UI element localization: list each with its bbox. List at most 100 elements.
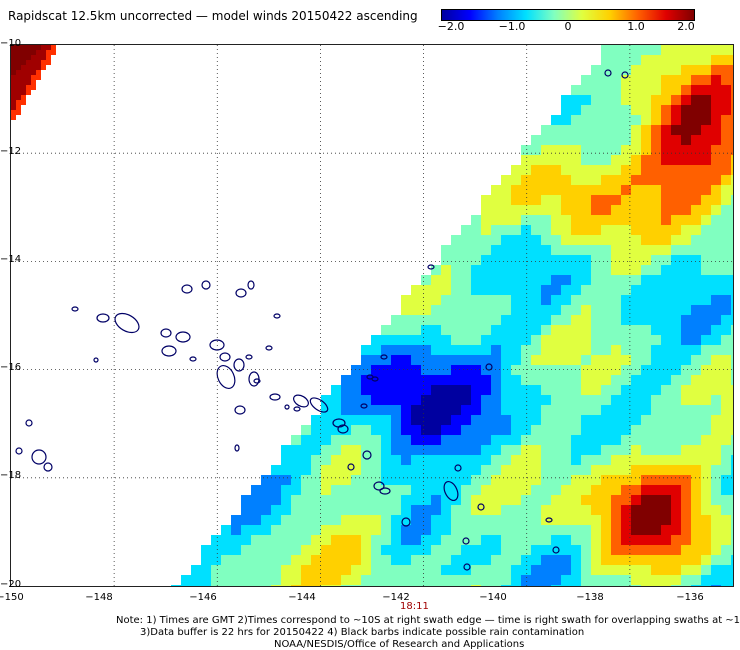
wind-cell [481,525,491,535]
island-outline [362,450,372,460]
wind-cell [591,145,601,155]
wind-cell [511,175,521,185]
wind-cell [731,395,733,405]
wind-cell [531,265,541,275]
wind-cell [491,535,501,545]
wind-cell [421,475,431,485]
wind-cell [491,565,501,575]
wind-cell [331,565,341,575]
lon-label: −140 [479,592,507,603]
wind-cell [331,535,341,545]
wind-cell [421,515,431,525]
wind-cell [721,585,731,586]
wind-cell [381,515,391,525]
wind-cell [431,575,441,585]
wind-cell [601,275,611,285]
wind-cell [641,445,651,455]
wind-cell [391,565,401,575]
wind-cell [421,425,431,435]
wind-cell [521,325,531,335]
wind-cell [36,75,41,80]
wind-cell [671,55,681,65]
wind-cell [331,515,341,525]
wind-cell [681,195,691,205]
wind-cell [671,185,681,195]
wind-cell [441,425,451,435]
wind-cell [601,215,611,225]
wind-cell [631,475,641,485]
wind-cell [431,525,441,535]
wind-cell [271,525,281,535]
wind-cell [351,425,361,435]
wind-cell [671,195,681,205]
wind-cell [281,495,291,505]
wind-cell [281,565,291,575]
wind-cell [581,365,591,375]
wind-cell [681,325,691,335]
wind-cell [391,425,401,435]
wind-cell [731,235,733,245]
wind-cell [361,575,371,585]
wind-cell [561,195,571,205]
wind-cell [391,385,401,395]
wind-cell [221,585,231,586]
wind-cell [481,535,491,545]
wind-cell [711,375,721,385]
wind-cell [561,215,571,225]
wind-cell [621,445,631,455]
wind-cell [571,185,581,195]
wind-cell [391,525,401,535]
wind-cell [541,325,551,335]
wind-cell [401,425,411,435]
wind-cell [691,55,701,65]
wind-cell [521,475,531,485]
wind-cell [641,205,651,215]
wind-cell [731,545,733,555]
wind-cell [691,165,701,175]
wind-cell [531,555,541,565]
wind-cell [26,60,31,65]
lat-label: −16 [0,362,22,373]
wind-cell [411,535,421,545]
wind-cell [361,385,371,395]
wind-cell [471,385,481,395]
wind-cell [481,265,491,275]
wind-cell [551,185,561,195]
wind-cell [701,65,711,75]
wind-cell [21,55,26,60]
wind-difference-map[interactable] [10,44,734,587]
wind-cell [591,535,601,545]
wind-cell [591,375,601,385]
wind-cell [381,455,391,465]
wind-cell [661,255,671,265]
wind-cell [581,515,591,525]
wind-cell [251,495,261,505]
wind-cell [701,375,711,385]
wind-cell [611,255,621,265]
wind-cell [611,425,621,435]
wind-cell [431,375,441,385]
wind-cell [721,505,731,515]
wind-cell [631,545,641,555]
wind-cell [661,265,671,275]
wind-cell [421,455,431,465]
wind-cell [721,305,731,315]
wind-cell [671,135,681,145]
wind-cell [471,555,481,565]
wind-cell [591,265,601,275]
wind-cell [431,515,441,525]
wind-cell [721,325,731,335]
wind-cell [641,125,651,135]
wind-cell [271,555,281,565]
wind-cell [321,555,331,565]
wind-cell [481,485,491,495]
wind-cell [551,395,561,405]
wind-cell [321,435,331,445]
wind-cell [16,45,21,50]
wind-cell [281,545,291,555]
wind-cell [561,115,571,125]
wind-cell [471,585,481,586]
wind-cell [621,405,631,415]
lon-label: −136 [676,592,704,603]
wind-cell [401,335,411,345]
